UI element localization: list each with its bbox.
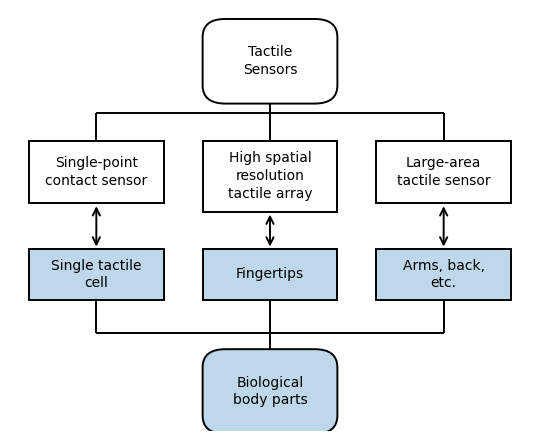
Text: Biological
body parts: Biological body parts <box>233 376 307 407</box>
FancyBboxPatch shape <box>29 141 164 203</box>
Text: Large-area
tactile sensor: Large-area tactile sensor <box>397 156 490 188</box>
FancyBboxPatch shape <box>376 141 511 203</box>
Text: Tactile
Sensors: Tactile Sensors <box>243 45 297 77</box>
FancyBboxPatch shape <box>202 141 338 212</box>
Text: Single-point
contact sensor: Single-point contact sensor <box>45 156 147 188</box>
FancyBboxPatch shape <box>202 249 338 300</box>
Text: Fingertips: Fingertips <box>236 268 304 282</box>
FancyBboxPatch shape <box>202 19 338 103</box>
FancyBboxPatch shape <box>202 349 338 434</box>
Text: High spatial
resolution
tactile array: High spatial resolution tactile array <box>228 151 312 201</box>
Text: Single tactile
cell: Single tactile cell <box>51 259 141 290</box>
FancyBboxPatch shape <box>29 249 164 300</box>
FancyBboxPatch shape <box>376 249 511 300</box>
Text: Arms, back,
etc.: Arms, back, etc. <box>403 259 485 290</box>
